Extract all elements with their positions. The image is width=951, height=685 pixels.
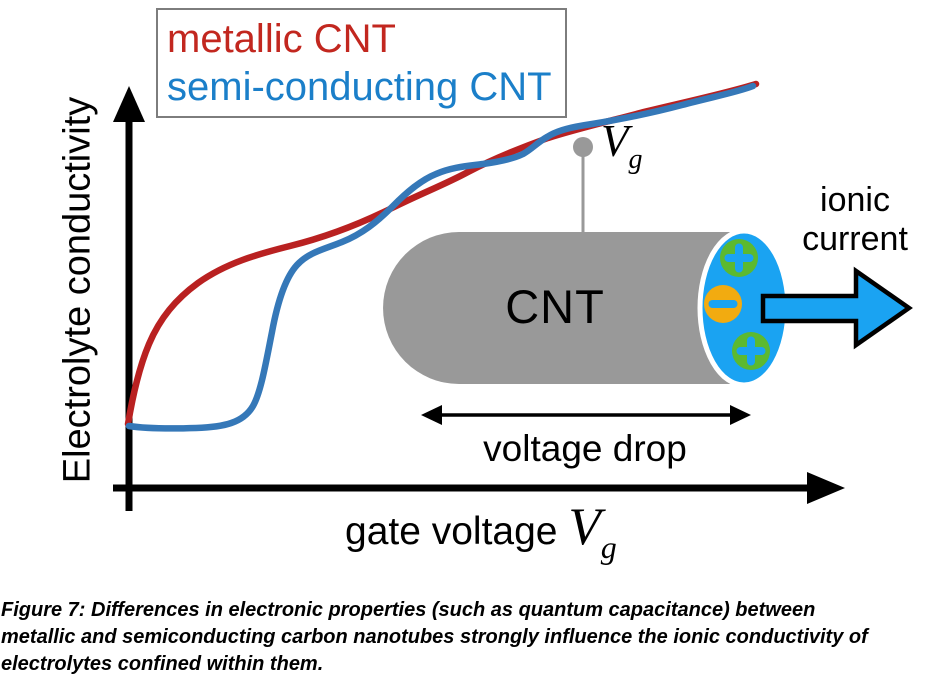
y-axis-label: Electrolyte conductivity (56, 96, 99, 484)
legend-item-metallic: metallic CNT (167, 17, 396, 61)
ionic-current-arrow-icon (760, 266, 913, 350)
gate-terminal-symbol: V (601, 116, 629, 166)
figure-canvas (113, 80, 913, 511)
plus-icon (724, 243, 754, 273)
y-axis-arrowhead-icon (113, 86, 145, 122)
legend-item-semiconducting: semi-conducting CNT (167, 65, 552, 109)
plus-icon (736, 336, 766, 366)
ionic-current-line2: current (802, 220, 908, 258)
figure-caption: Figure 7: Differences in electronic prop… (1, 597, 950, 678)
x-axis-label: gate voltage Vg (345, 497, 617, 566)
cnt-label: CNT (505, 280, 605, 333)
gate-terminal-label: Vg (601, 115, 643, 176)
x-axis-arrowhead-icon (807, 472, 845, 504)
voltage-drop-left-arrowhead-icon (421, 405, 442, 425)
cnt-cylinder-body (383, 232, 742, 384)
semiconducting-cnt-curve (125, 82, 757, 432)
voltage-drop-right-arrowhead-icon (730, 405, 751, 425)
gate-voltage-symbol: V (568, 498, 601, 556)
caption-line-2: metallic and semiconducting carbon nanot… (1, 626, 868, 648)
caption-line-3: electrolytes confined within them. (1, 653, 324, 675)
gate-voltage-symbol-subscript: g (600, 529, 617, 565)
ionic-current-line1: ionic (820, 181, 890, 219)
gate-terminal-symbol-subscript: g (628, 144, 643, 175)
x-axis-label-text: gate voltage (345, 510, 558, 553)
voltage-drop-label: voltage drop (483, 428, 687, 469)
gate-terminal-dot (573, 137, 593, 157)
legend-box: metallic CNT semi-conducting CNT (156, 8, 567, 118)
caption-line-1: Figure 7: Differences in electronic prop… (1, 599, 816, 621)
ionic-current-label: ionic current (779, 181, 931, 259)
